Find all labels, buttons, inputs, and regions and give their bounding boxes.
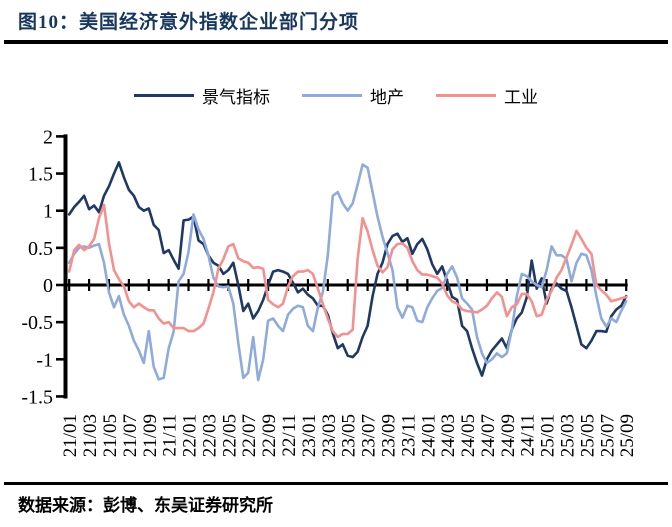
x-tick-label: 22/11 bbox=[279, 414, 300, 457]
y-tick-label: -0.5 bbox=[21, 312, 53, 334]
x-tick-label: 23/07 bbox=[359, 414, 380, 457]
x-tick-label: 23/05 bbox=[339, 414, 360, 457]
x-tick-label: 21/09 bbox=[140, 414, 161, 457]
y-tick-label: -1 bbox=[36, 349, 53, 371]
x-tick-label: 24/11 bbox=[518, 414, 539, 457]
title-rule bbox=[4, 40, 668, 44]
x-tick-label: 24/03 bbox=[438, 414, 459, 457]
x-tick-label: 25/05 bbox=[577, 414, 598, 457]
y-tick-label: 1.5 bbox=[28, 164, 53, 186]
legend-line-swatch bbox=[436, 94, 496, 97]
x-tick-label: 22/09 bbox=[259, 414, 280, 457]
y-tick-label: 2 bbox=[43, 126, 53, 148]
series-line-工业 bbox=[67, 203, 628, 339]
x-tick-label: 23/01 bbox=[299, 414, 320, 457]
x-tick-label: 24/01 bbox=[418, 414, 439, 457]
y-tick-label: -1.5 bbox=[21, 386, 53, 408]
chart-legend: 景气指标 地产 工业 bbox=[0, 83, 672, 108]
x-tick-label: 22/05 bbox=[219, 414, 240, 457]
legend-label: 景气指标 bbox=[202, 88, 270, 107]
x-tick-label: 22/07 bbox=[239, 414, 260, 457]
footer-rule bbox=[4, 482, 668, 485]
legend-item-dichan: 地产 bbox=[302, 83, 404, 108]
legend-item-gongye: 工业 bbox=[436, 83, 538, 108]
x-tick-label: 23/03 bbox=[319, 414, 340, 457]
x-tick-label: 24/05 bbox=[458, 414, 479, 457]
x-tick-label: 23/09 bbox=[378, 414, 399, 457]
x-tick-label: 24/07 bbox=[478, 414, 499, 457]
x-tick-label: 22/03 bbox=[199, 414, 220, 457]
x-tick-label: 21/07 bbox=[120, 414, 141, 457]
x-tick-label: 24/09 bbox=[498, 414, 519, 457]
legend-label: 工业 bbox=[504, 88, 538, 107]
x-tick-label: 23/11 bbox=[398, 414, 419, 457]
x-tick-label: 21/01 bbox=[60, 414, 81, 457]
x-tick-label: 21/11 bbox=[160, 414, 181, 457]
legend-line-swatch bbox=[134, 94, 194, 97]
legend-item-jingqi: 景气指标 bbox=[134, 83, 270, 108]
x-tick-label: 25/09 bbox=[617, 414, 638, 457]
x-tick-label: 21/03 bbox=[80, 414, 101, 457]
figure-title: 图10：美国经济意外指数企业部门分项 bbox=[18, 12, 360, 33]
legend-line-swatch bbox=[302, 94, 362, 97]
y-tick-label: 1 bbox=[43, 201, 53, 223]
y-tick-label: 0.5 bbox=[28, 238, 53, 260]
x-tick-label: 21/05 bbox=[100, 414, 121, 457]
x-tick-label: 25/01 bbox=[538, 414, 559, 457]
x-tick-label: 25/03 bbox=[558, 414, 579, 457]
data-source: 数据来源：彭博、东吴证券研究所 bbox=[18, 496, 273, 515]
x-tick-label: 22/01 bbox=[180, 414, 201, 457]
legend-label: 地产 bbox=[370, 88, 404, 107]
series-line-景气指标 bbox=[67, 161, 628, 377]
series-line-地产 bbox=[67, 163, 628, 382]
x-tick-label: 25/07 bbox=[597, 414, 618, 457]
y-tick-label: 0 bbox=[43, 275, 53, 297]
